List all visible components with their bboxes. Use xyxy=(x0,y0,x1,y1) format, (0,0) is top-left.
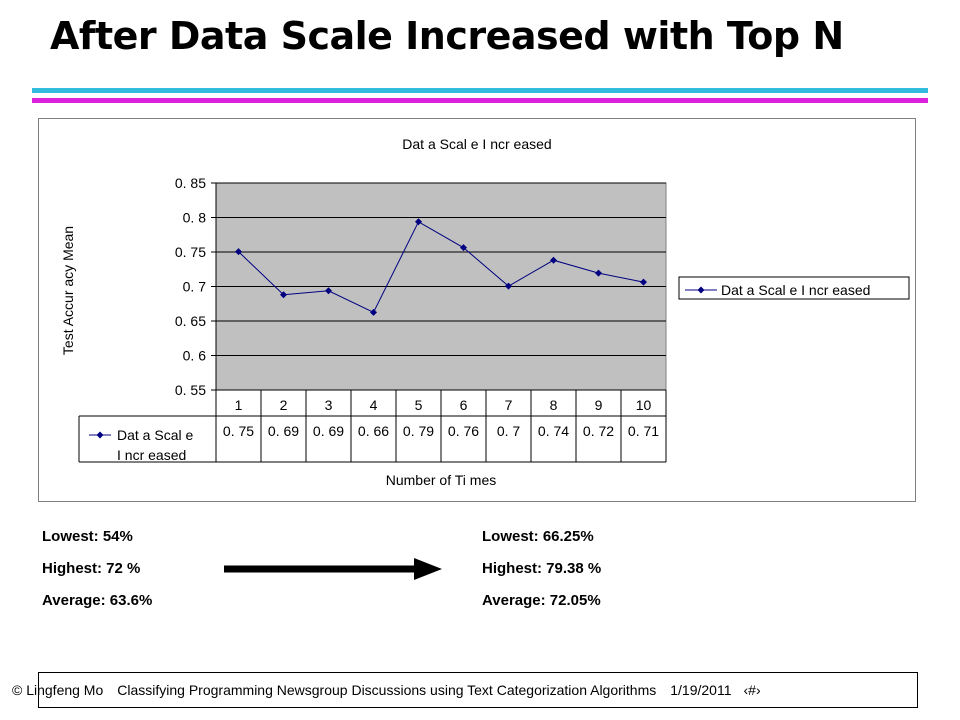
y-tick-label: 0. 55 xyxy=(175,382,206,398)
data-point xyxy=(280,291,287,299)
x-category-label: 8 xyxy=(550,397,558,413)
table-value: 0. 74 xyxy=(538,423,569,439)
footer-date: 1/19/2011 xyxy=(670,682,732,698)
chart-plot-area: 0. 55 0. 6 0. 65 0. 7 0. 75 0. 8 0. 85 xyxy=(175,175,667,398)
table-value: 0. 66 xyxy=(358,423,389,439)
x-category-label: 2 xyxy=(280,397,288,413)
stat-before-lowest: Lowest: 54% xyxy=(42,528,133,545)
table-legend-marker xyxy=(96,431,104,439)
x-category-label: 6 xyxy=(460,397,468,413)
right-arrow-icon xyxy=(224,558,442,580)
table-value: 0. 76 xyxy=(448,423,479,439)
x-category-label: 5 xyxy=(415,397,423,413)
stat-after-lowest: Lowest: 66.25% xyxy=(482,528,594,545)
x-category-label: 1 xyxy=(235,397,243,413)
y-tick-label: 0. 7 xyxy=(183,279,207,295)
x-category-label: 4 xyxy=(370,397,378,413)
y-tick-label: 0. 6 xyxy=(183,348,207,364)
stat-before-average: Average: 63.6% xyxy=(42,592,153,609)
stats-after: Lowest: 66.25% Highest: 79.38 % Average:… xyxy=(482,528,601,624)
data-point xyxy=(640,278,647,286)
chart-title: Dat a Scal e I ncr eased xyxy=(402,136,551,152)
table-value: 0. 79 xyxy=(403,423,434,439)
legend-label: Dat a Scal e I ncr eased xyxy=(721,282,870,298)
chart-x-axis-label: Number of Ti mes xyxy=(386,472,496,488)
slide-title: After Data Scale Increased with Top N xyxy=(50,14,844,58)
x-category-label: 3 xyxy=(325,397,333,413)
stat-after-highest: Highest: 79.38 % xyxy=(482,560,602,577)
footer-talk-title: Classifying Programming Newsgroup Discus… xyxy=(117,682,657,698)
table-value: 0. 72 xyxy=(583,423,614,439)
legend-box xyxy=(678,276,910,300)
stats-before: Lowest: 54% Highest: 72 % Average: 63.6% xyxy=(42,528,152,624)
series-line xyxy=(238,221,644,314)
table-value: 0. 71 xyxy=(628,423,659,439)
line-chart: Dat a Scal e I ncr eased Test Accur acy … xyxy=(60,136,910,488)
x-category-label: 10 xyxy=(636,397,652,413)
title-rule-magenta xyxy=(32,98,928,103)
slide-footer: © Lingfeng Mo Classifying Programming Ne… xyxy=(12,672,918,708)
x-category-label: 7 xyxy=(505,397,513,413)
y-tick-label: 0. 85 xyxy=(175,175,206,191)
data-point xyxy=(325,287,332,295)
table-value: 0. 69 xyxy=(313,423,344,439)
chart-legend: Dat a Scal e I ncr eased xyxy=(678,276,910,300)
y-tick-label: 0. 8 xyxy=(183,210,207,226)
data-point xyxy=(235,248,242,256)
chart-data-table: 1 2 3 4 5 6 7 8 9 10 0. 75 0. 69 0. 69 0. 66 0. 79 0. 7… xyxy=(78,390,667,463)
stat-after-average: Average: 72.05% xyxy=(482,592,601,609)
data-point xyxy=(415,218,422,226)
data-point xyxy=(370,308,377,316)
data-point xyxy=(550,256,557,264)
chart-y-axis-label: Test Accur acy Mean xyxy=(60,226,76,355)
table-value: 0. 69 xyxy=(268,423,299,439)
chart-frame: Dat a Scal e I ncr eased Test Accur acy … xyxy=(38,118,916,502)
footer-author: © Lingfeng Mo xyxy=(12,682,104,698)
x-category-label: 9 xyxy=(595,397,603,413)
data-point xyxy=(595,269,602,277)
table-value: 0. 7 xyxy=(497,423,521,439)
data-point xyxy=(460,244,467,252)
data-point xyxy=(505,282,512,290)
footer-page-number: ‹#› xyxy=(743,682,761,698)
y-tick-label: 0. 75 xyxy=(175,244,206,260)
table-value: 0. 75 xyxy=(223,423,254,439)
stat-before-highest: Highest: 72 % xyxy=(42,560,141,577)
y-tick-label: 0. 65 xyxy=(175,313,206,329)
legend-marker xyxy=(697,286,705,294)
title-rule-cyan xyxy=(32,88,928,93)
